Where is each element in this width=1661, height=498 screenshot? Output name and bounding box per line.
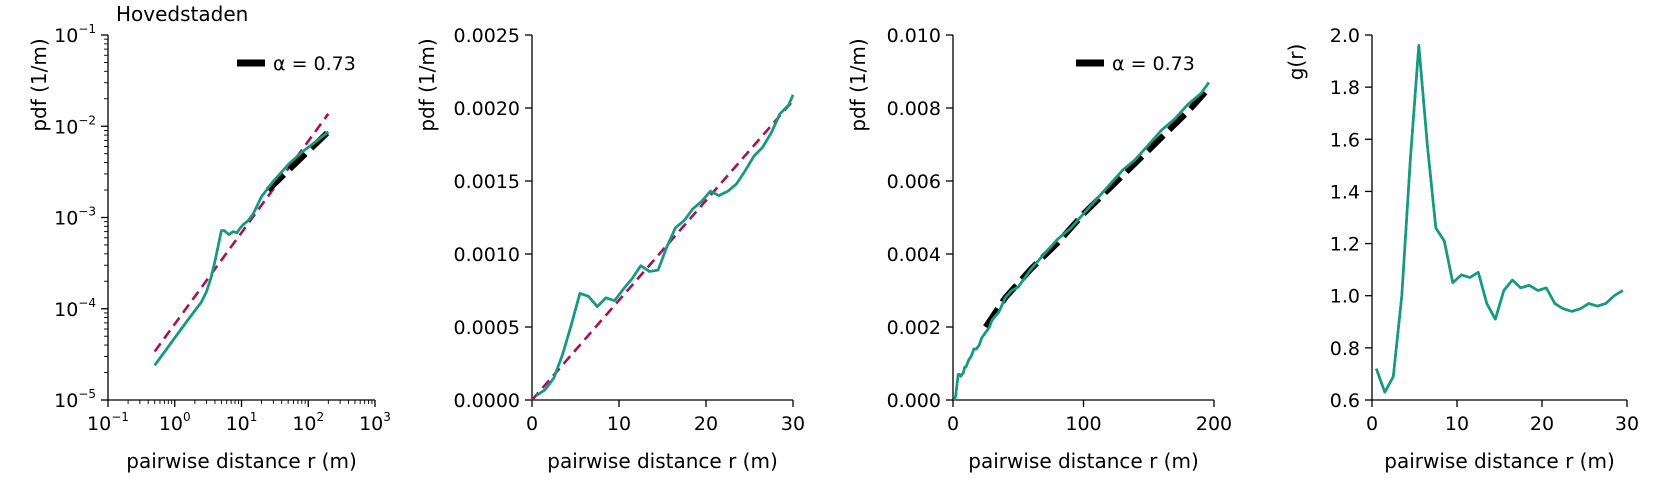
x-tick-label: 102 — [292, 410, 324, 435]
y-tick-label: 0.010 — [887, 25, 941, 47]
x-tick-label: 0 — [1366, 413, 1378, 435]
panel-linear-pdf-short: 0 10 20 30 0.0000 0.0005 0.0010 0.0015 0.0020 0.0… — [415, 25, 805, 473]
x-tick-label: 103 — [359, 410, 391, 435]
y-tick-label: 0.004 — [887, 244, 941, 266]
y-tick-label: 1.8 — [1330, 77, 1360, 99]
y-tick-label: 0.0000 — [454, 390, 520, 412]
x-axis-title: pairwise distance r (m) — [1384, 449, 1615, 473]
legend-label: α = 0.73 — [273, 53, 356, 75]
x-tick-label: 100 — [159, 410, 191, 435]
x-axis-title: pairwise distance r (m) — [126, 449, 357, 473]
y-tick-label: 0.0025 — [454, 25, 520, 47]
panel-pair-correlation: 0 10 20 30 0.6 0.8 1.0 1.2 1.4 1.6 1.8 2.0 pairwise … — [1284, 25, 1639, 473]
x-tick-label: 0 — [947, 413, 959, 435]
y-tick-label: 0.0010 — [454, 244, 520, 266]
reference-line — [531, 99, 794, 401]
legend-label: α = 0.73 — [1112, 53, 1195, 75]
y-tick-label: 0.000 — [887, 390, 941, 412]
fit-line — [983, 87, 1210, 329]
data-series-line-top — [535, 94, 795, 397]
panel-loglog-pdf: 10−1 100 101 102 103 10−5 10−4 10−3 10−2 10−1 pair… — [27, 2, 391, 473]
y-tick-label: 0.6 — [1330, 390, 1360, 412]
x-tick-label: 101 — [226, 410, 258, 435]
y-tick-label: 1.0 — [1330, 286, 1360, 308]
y-tick-label: 0.8 — [1330, 338, 1360, 360]
y-tick-label: 2.0 — [1330, 25, 1360, 47]
x-axis-title: pairwise distance r (m) — [547, 449, 778, 473]
x-tick-label: 10−1 — [87, 410, 129, 435]
data-series-line — [1375, 44, 1624, 394]
x-tick-label: 20 — [1530, 413, 1554, 435]
fit-line — [266, 129, 331, 193]
y-axis-title: pdf (1/m) — [846, 38, 870, 131]
x-tick-label: 100 — [1065, 413, 1101, 435]
y-tick-label: 0.0020 — [454, 98, 520, 120]
reference-line — [153, 113, 330, 353]
data-series-line-top — [1375, 44, 1624, 394]
x-tick-label: 20 — [694, 413, 718, 435]
x-tick-label: 30 — [781, 413, 805, 435]
y-tick-label: 0.006 — [887, 171, 941, 193]
y-axis-title: pdf (1/m) — [27, 38, 51, 131]
x-tick-label: 30 — [1615, 413, 1639, 435]
x-tick-label: 200 — [1196, 413, 1232, 435]
x-tick-label: 10 — [607, 413, 631, 435]
y-tick-label: 1.4 — [1330, 181, 1360, 203]
y-tick-label: 10−2 — [54, 113, 96, 138]
y-tick-label: 0.0015 — [454, 171, 520, 193]
y-tick-label: 10−1 — [54, 22, 96, 47]
panel-title: Hovedstaden — [116, 2, 248, 26]
y-tick-label: 10−5 — [54, 387, 96, 412]
y-tick-label: 10−4 — [54, 296, 96, 321]
y-tick-label: 1.2 — [1330, 234, 1360, 256]
y-tick-label: 0.0005 — [454, 317, 520, 339]
data-series-line-top — [153, 130, 330, 367]
y-tick-label: 1.6 — [1330, 129, 1360, 151]
panel-linear-pdf-long: 0 100 200 0.000 0.002 0.004 0.006 0.008 0.010 pai… — [846, 25, 1232, 473]
x-axis-title: pairwise distance r (m) — [968, 449, 1199, 473]
data-series-line-top — [953, 81, 1210, 401]
y-axis-title: pdf (1/m) — [415, 38, 439, 131]
x-tick-label: 0 — [526, 413, 538, 435]
y-tick-label: 0.002 — [887, 317, 941, 339]
y-axis-title: g(r) — [1284, 44, 1308, 81]
x-tick-label: 10 — [1445, 413, 1469, 435]
y-tick-label: 10−3 — [54, 205, 96, 230]
y-tick-label: 0.008 — [887, 98, 941, 120]
